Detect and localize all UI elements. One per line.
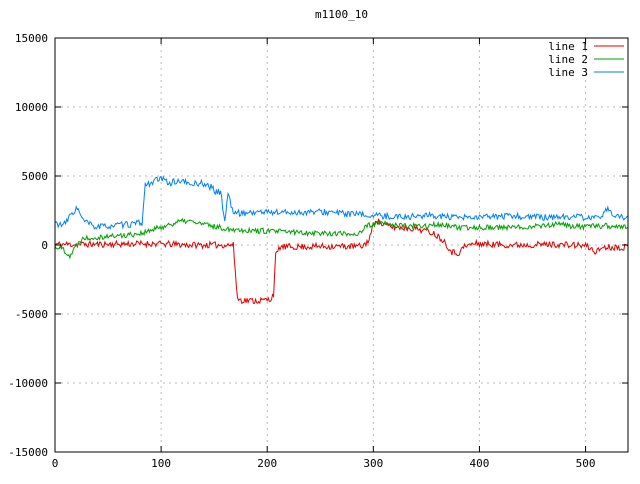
legend-label: line 2: [548, 53, 588, 66]
legend-label: line 1: [548, 40, 588, 53]
y-tick-label: -15000: [8, 446, 48, 459]
x-tick-label: 100: [151, 457, 171, 470]
y-tick-label: 0: [41, 239, 48, 252]
y-tick-label: -5000: [15, 308, 48, 321]
y-tick-label: 10000: [15, 101, 48, 114]
x-tick-label: 300: [363, 457, 383, 470]
y-tick-label: 5000: [22, 170, 49, 183]
y-tick-label: -10000: [8, 377, 48, 390]
x-tick-label: 400: [470, 457, 490, 470]
series-line-3: [54, 175, 629, 230]
series-line-1: [54, 218, 629, 305]
x-tick-label: 500: [576, 457, 596, 470]
chart-title: m1100_10: [315, 8, 368, 21]
series-line-2: [54, 217, 629, 260]
y-tick-label: 15000: [15, 32, 48, 45]
x-tick-label: 200: [257, 457, 277, 470]
legend-label: line 3: [548, 66, 588, 79]
x-tick-label: 0: [52, 457, 59, 470]
